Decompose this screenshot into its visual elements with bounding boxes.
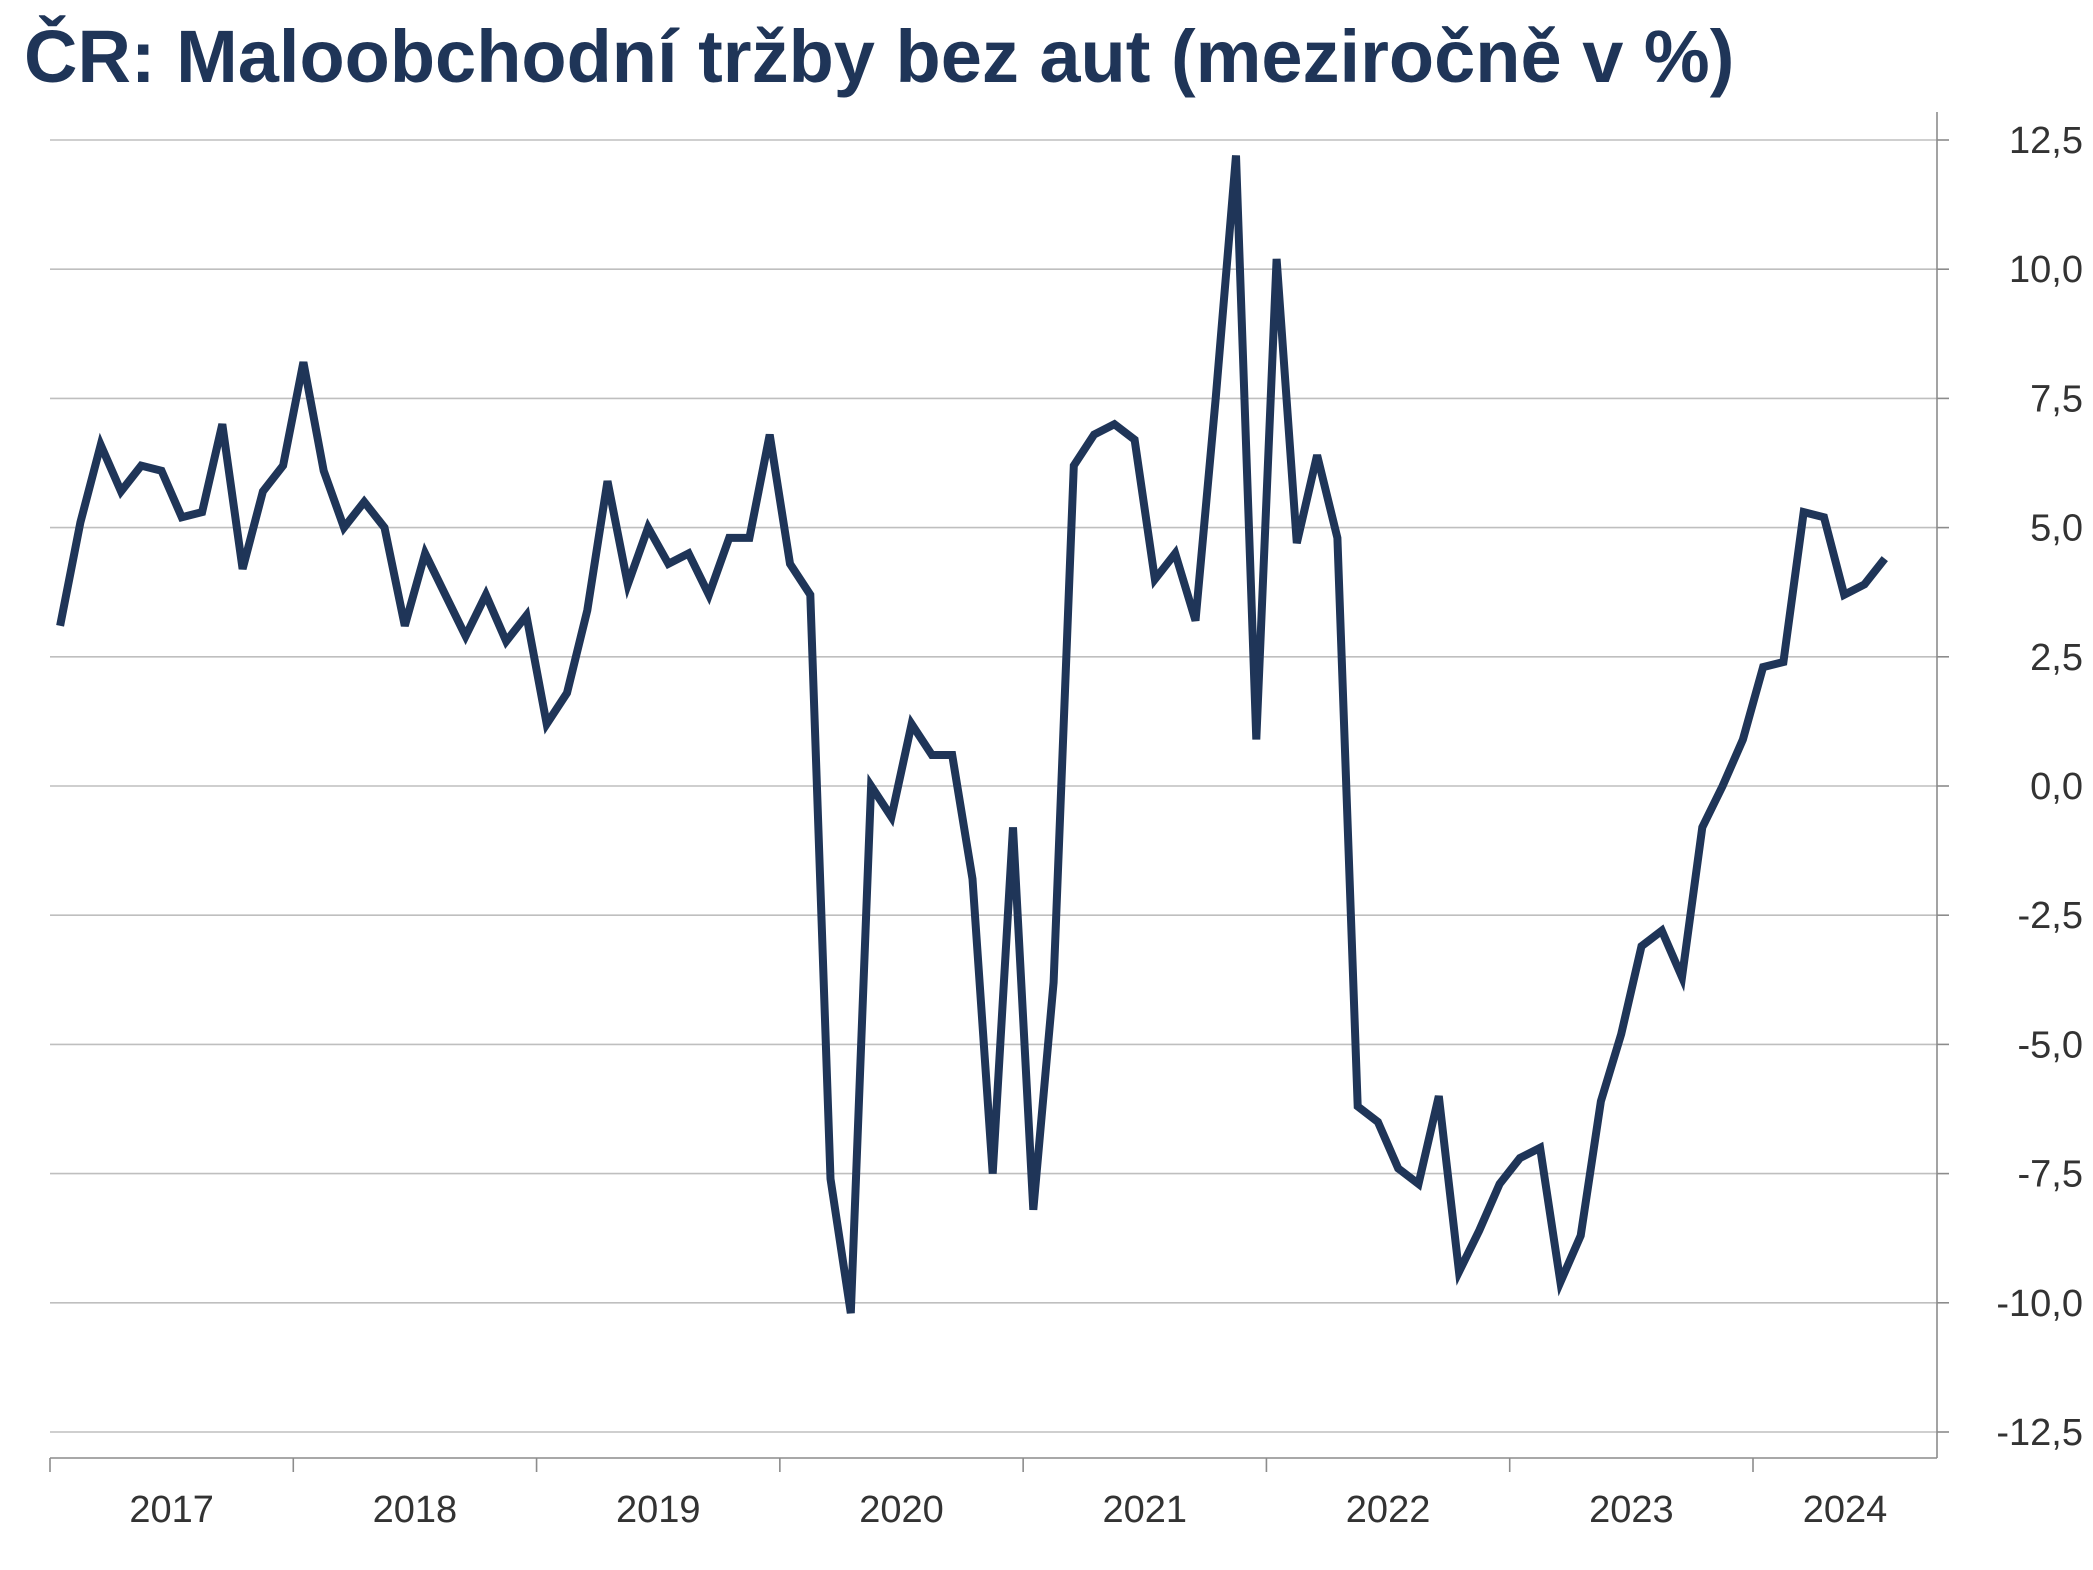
- y-tick-label: 10,0: [2009, 249, 2083, 291]
- x-tick-label: 2024: [1803, 1489, 1888, 1531]
- y-tick-label: -10,0: [1996, 1283, 2083, 1325]
- y-tick-label: 0,0: [2030, 766, 2083, 808]
- series-layer: [56, 155, 1888, 1314]
- y-tick-label: 2,5: [2030, 637, 2083, 679]
- y-tick-label: 5,0: [2030, 508, 2083, 550]
- axes: [49, 112, 1949, 1472]
- x-tick-label: 2023: [1589, 1489, 1674, 1531]
- x-tick-label: 2018: [373, 1489, 458, 1531]
- y-tick-label: -2,5: [2018, 895, 2083, 937]
- y-tick-label: 7,5: [2030, 378, 2083, 420]
- x-tick-label: 2017: [129, 1489, 214, 1531]
- y-tick-label: -12,5: [1996, 1412, 2083, 1454]
- chart-title: ČR: Maloobchodní tržby bez aut (meziročn…: [24, 15, 1735, 98]
- gridlines: [50, 139, 1937, 1433]
- y-tick-label: -5,0: [2018, 1024, 2083, 1066]
- x-tick-label: 2022: [1346, 1489, 1431, 1531]
- y-tick-label: 12,5: [2009, 120, 2083, 162]
- x-tick-label: 2019: [616, 1489, 701, 1531]
- y-tick-labels: 12,5 10,0 7,5 5,0 2,5 0,0 -2,5 -5,0 -7,5 -10,0 -12…: [1996, 120, 2083, 1454]
- x-tick-label: 2021: [1103, 1489, 1188, 1531]
- x-tick-label: 2020: [859, 1489, 944, 1531]
- series-line: [56, 155, 1888, 1314]
- x-tick-labels: 2017 2018 2019 2020 2021 2022 2023 2024: [129, 1489, 1887, 1531]
- y-tick-label: -7,5: [2018, 1154, 2083, 1196]
